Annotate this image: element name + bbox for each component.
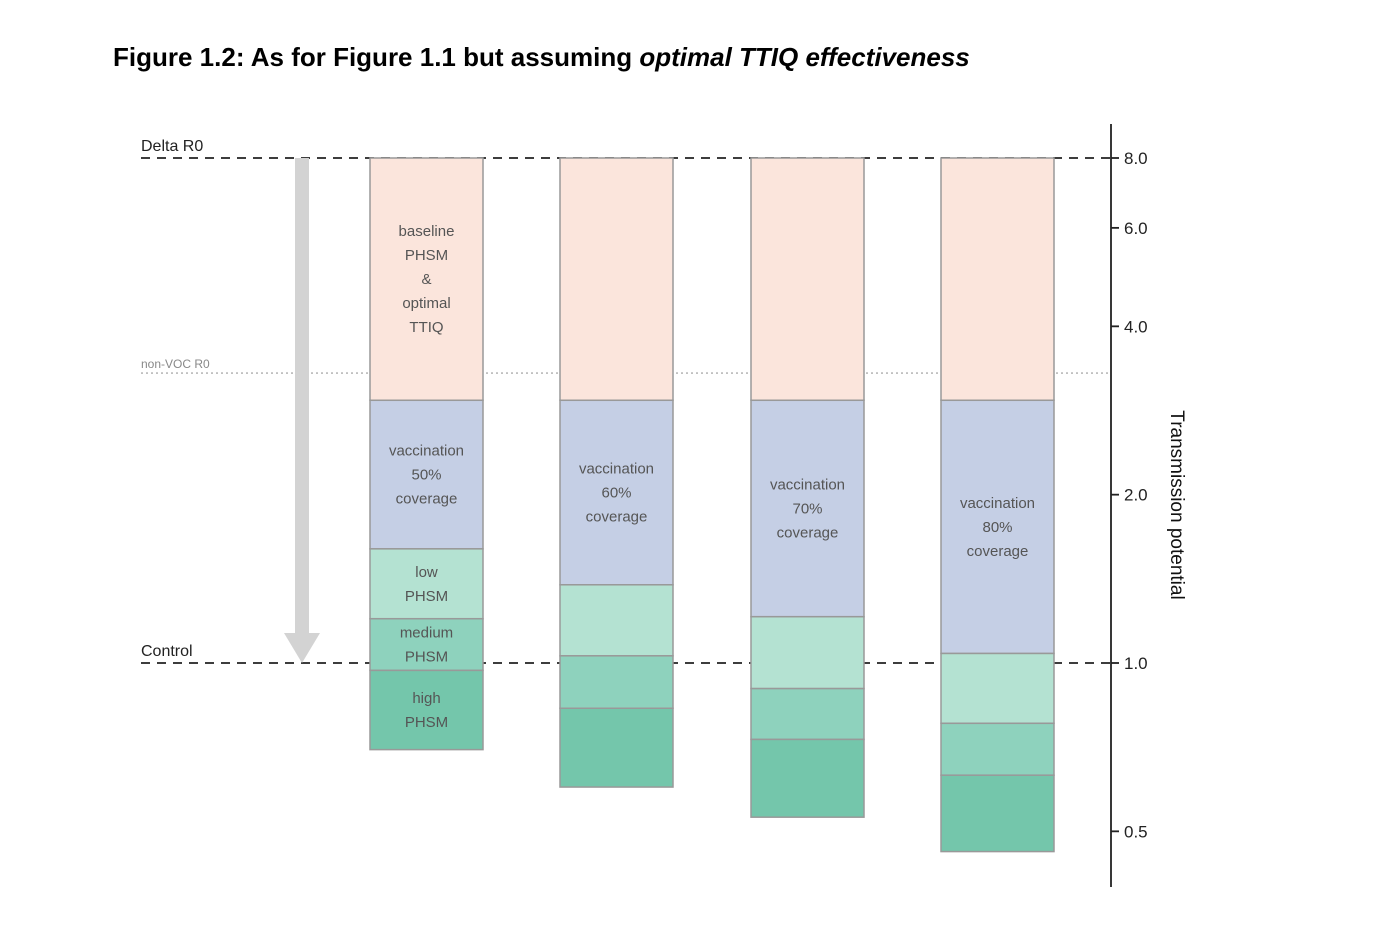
y-axis: 8.0 6.0 4.0 2.0 1.0 0.5 Transmission potential: [1110, 124, 1187, 887]
bar-1-vaccination-label: 50%: [411, 467, 441, 484]
reference-label-1: non-VOC R0: [141, 357, 210, 371]
bar-3-low: [750, 615, 865, 690]
bar-1-medium: [369, 617, 484, 672]
bar-2-medium: [559, 655, 674, 710]
y-tick-label: 4.0: [1124, 317, 1148, 336]
reduction-arrow: [284, 158, 320, 663]
bar-3-vaccination-label: vaccination: [770, 476, 845, 493]
bar-3-vaccination: [750, 399, 865, 618]
bar-1-baseline-label: PHSM: [405, 247, 448, 264]
bar-4-low: [940, 652, 1055, 725]
arrow-shaft: [295, 158, 309, 635]
bar-1-low: [369, 548, 484, 620]
bar-4-medium: [940, 722, 1055, 776]
y-tick-label: 2.0: [1124, 486, 1148, 505]
arrow-head: [284, 633, 320, 663]
bar-3-vaccination-label: 70%: [792, 500, 822, 517]
bar-4-vaccination: [940, 399, 1055, 655]
bar-1-high: [369, 669, 484, 751]
bar-1-baseline-label: TTIQ: [409, 319, 443, 336]
figure-title-emphasis: optimal TTIQ effectiveness: [639, 42, 970, 72]
bar-1-baseline: [369, 157, 484, 402]
bar-1-low-label: PHSM: [405, 588, 448, 605]
bar-1-high-label: PHSM: [405, 714, 448, 731]
bar-1-medium-label: PHSM: [405, 649, 448, 666]
y-tick-label: 8.0: [1124, 149, 1148, 168]
figure-title-prefix: Figure 1.2: As for Figure 1.1 but assumi…: [113, 42, 640, 72]
bar-2-vaccination-label: coverage: [586, 509, 648, 526]
y-axis-title: Transmission potential: [1166, 410, 1187, 599]
y-tick-label: 6.0: [1124, 219, 1148, 238]
bar-1-baseline-label: optimal: [402, 295, 450, 312]
bar-2-vaccination-label: 60%: [601, 485, 631, 502]
bar-2-high: [559, 707, 674, 788]
bar-4-vaccination-label: vaccination: [960, 495, 1035, 512]
bar-3-high: [750, 738, 865, 818]
figure-title: Figure 1.2: As for Figure 1.1 but assumi…: [113, 42, 970, 73]
bar-2-vaccination-label: vaccination: [579, 461, 654, 478]
bar-1-vaccination-label: coverage: [396, 491, 458, 508]
bar-1-vaccination: [369, 399, 484, 550]
bar-4-vaccination-label: 80%: [982, 519, 1012, 536]
bar-4-vaccination-label: coverage: [967, 543, 1029, 560]
bar-4-high: [940, 774, 1055, 853]
bar-1-medium-label: medium: [400, 625, 453, 642]
bar-3-medium: [750, 687, 865, 741]
bar-1-low-label: low: [415, 564, 438, 581]
bar-1-baseline-label: baseline: [399, 223, 455, 240]
bar-1-baseline-label: &: [421, 271, 431, 288]
y-tick-label: 0.5: [1124, 822, 1148, 841]
y-tick-label: 1.0: [1124, 654, 1148, 673]
bar-3-baseline: [750, 157, 865, 402]
bar-4-baseline: [940, 157, 1055, 402]
bar-2-low: [559, 584, 674, 657]
bar-2-baseline: [559, 157, 674, 402]
bar-2-vaccination: [559, 399, 674, 586]
reference-label-2: Control: [141, 643, 193, 660]
reference-label-0: Delta R0: [141, 138, 203, 155]
bar-1-vaccination-label: vaccination: [389, 443, 464, 460]
stacked-bars: baseline PHSM & optimal TTIQ vaccination 50% co…: [369, 157, 1055, 853]
bar-3-vaccination-label: coverage: [777, 524, 839, 541]
bar-1-high-label: high: [412, 690, 440, 707]
